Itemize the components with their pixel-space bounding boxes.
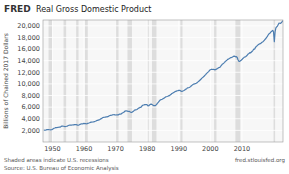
grid-line [147, 20, 148, 142]
footnote: Source: U.S. Bureau of Economic Analysis [4, 165, 119, 172]
y-tick-label: 14,000 [17, 57, 40, 65]
y-tick-label: 10,000 [17, 80, 40, 88]
grid-line [52, 20, 53, 142]
grid-line [43, 37, 283, 38]
recession [180, 20, 182, 142]
plot-content [43, 20, 283, 142]
grid-line [115, 20, 116, 142]
x-tick-label: 1960 [76, 145, 93, 153]
recession [235, 20, 240, 142]
recession [152, 20, 156, 142]
recession [147, 20, 149, 142]
recession [64, 20, 67, 142]
brand: FRED [4, 4, 31, 14]
grid-line [43, 72, 283, 73]
grid-line [178, 20, 179, 142]
x-tick-label: 1970 [107, 145, 124, 153]
recession [76, 20, 78, 142]
y-tick-label: 12,000 [17, 69, 40, 77]
recession [214, 20, 216, 142]
y-tick-label: 6,000 [21, 103, 40, 111]
recession [49, 20, 53, 142]
plot-area [43, 20, 283, 142]
x-tick-label: 1980 [139, 145, 156, 153]
grid-line [43, 107, 283, 108]
footnote: Shaded areas indicate U.S. recessions [4, 157, 109, 163]
recession [115, 20, 118, 142]
x-tick-label: 1990 [171, 145, 188, 153]
grid-line [43, 60, 283, 61]
grid-line [43, 95, 283, 96]
grid-line [43, 83, 283, 84]
y-tick-label: 4,000 [21, 115, 40, 123]
grid-line [43, 130, 283, 131]
x-tick-label: 2000 [202, 145, 219, 153]
title: Real Gross Domestic Product [36, 5, 152, 14]
grid-line [210, 20, 211, 142]
y-tick-label: 8,000 [21, 92, 40, 100]
y-tick-label: 16,000 [17, 45, 40, 53]
recession [127, 20, 131, 142]
frame [43, 20, 283, 142]
grid-line [43, 49, 283, 50]
line [44, 21, 283, 131]
y-tick-label: 18,000 [17, 34, 40, 42]
grid-line [241, 20, 242, 142]
y-tick-label: 20,000 [17, 22, 40, 30]
y-tick-label: 2,000 [21, 127, 40, 135]
chart: FRED Real Gross Domestic Product 2,000 4,00… [0, 0, 289, 174]
x-tick-label: 2010 [234, 145, 251, 153]
x-tick-label: 1950 [44, 145, 61, 153]
footnote: fred.stlouisfed.org [235, 157, 285, 164]
grid-line [43, 118, 283, 119]
y-axis-label: Billions of Chained 2017 Dollars [2, 33, 9, 129]
grid-line [43, 25, 283, 26]
